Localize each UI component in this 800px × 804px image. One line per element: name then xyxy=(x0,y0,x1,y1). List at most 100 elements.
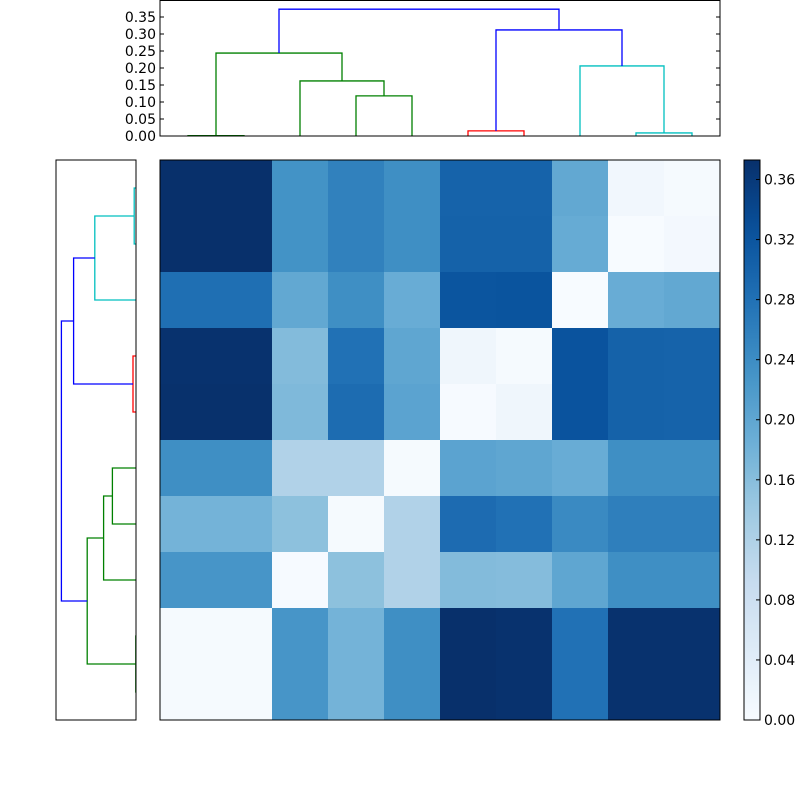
heatmap-cell xyxy=(160,440,217,497)
dendrogram-link xyxy=(95,216,136,300)
colorbar-tick-label: 0.16 xyxy=(764,473,795,489)
heatmap-cell xyxy=(216,496,273,553)
heatmap-cell xyxy=(384,608,441,665)
heatmap-cell xyxy=(272,664,329,721)
heatmap-cell xyxy=(328,496,385,553)
colorbar-tick-label: 0.28 xyxy=(764,293,795,309)
dendrogram-link xyxy=(300,81,384,136)
dendrogram-link xyxy=(87,538,136,664)
heatmap-cell xyxy=(552,328,609,385)
heatmap-cell xyxy=(384,328,441,385)
heatmap-cell xyxy=(160,328,217,385)
dendrogram-link xyxy=(279,9,559,53)
heatmap-cell xyxy=(496,160,553,217)
heatmap-cell xyxy=(552,384,609,441)
colorbar-tick-label: 0.04 xyxy=(764,653,795,669)
heatmap-cell xyxy=(664,608,721,665)
heatmap-cell xyxy=(496,272,553,329)
heatmap-cell xyxy=(160,216,217,273)
y-tick-label: 0.20 xyxy=(125,61,156,77)
colorbar-gradient xyxy=(744,160,760,720)
heatmap-cell xyxy=(216,552,273,609)
heatmap-cell xyxy=(552,608,609,665)
heatmap-cell xyxy=(440,608,497,665)
y-tick-label: 0.00 xyxy=(125,129,156,145)
heatmap-cell xyxy=(272,496,329,553)
heatmap-cell xyxy=(328,608,385,665)
heatmap-cell xyxy=(160,496,217,553)
heatmap-cell xyxy=(496,328,553,385)
heatmap-cell xyxy=(384,272,441,329)
heatmap-cell xyxy=(384,496,441,553)
heatmap-cell xyxy=(496,664,553,721)
heatmap-cell xyxy=(216,384,273,441)
heatmap-cell xyxy=(664,440,721,497)
heatmap-cell xyxy=(552,664,609,721)
heatmap-cell xyxy=(664,272,721,329)
heatmap-cell xyxy=(160,160,217,217)
heatmap-cell xyxy=(216,440,273,497)
heatmap-cell xyxy=(440,440,497,497)
y-tick-label: 0.05 xyxy=(125,112,156,128)
heatmap-cell xyxy=(496,216,553,273)
colorbar-tick-label: 0.08 xyxy=(764,593,795,609)
heatmap-cell xyxy=(608,440,665,497)
heatmap-cell xyxy=(664,328,721,385)
heatmap-cell xyxy=(384,440,441,497)
heatmap-cell xyxy=(440,160,497,217)
heatmap-cell xyxy=(552,160,609,217)
heatmap-cell xyxy=(496,496,553,553)
heatmap-cell xyxy=(272,272,329,329)
left-dendrogram xyxy=(56,160,136,720)
heatmap-cell xyxy=(216,216,273,273)
heatmap-cell xyxy=(216,272,273,329)
colorbar-tick-label: 0.24 xyxy=(764,353,795,369)
heatmap-cell xyxy=(440,216,497,273)
heatmap-cell xyxy=(608,552,665,609)
heatmap-cell xyxy=(552,496,609,553)
heatmap-cell xyxy=(160,664,217,721)
dendrogram-link xyxy=(74,258,133,384)
colorbar-tick-label: 0.12 xyxy=(764,533,795,549)
heatmap-cell xyxy=(160,608,217,665)
heatmap-cell xyxy=(608,384,665,441)
heatmap-cell xyxy=(328,664,385,721)
heatmap-cell xyxy=(664,384,721,441)
y-tick-label: 0.10 xyxy=(125,95,156,111)
left-dendrogram-frame xyxy=(56,160,136,720)
heatmap-cell xyxy=(328,160,385,217)
dendrogram-link xyxy=(216,53,342,136)
heatmap-cell xyxy=(272,384,329,441)
heatmap-cell xyxy=(216,328,273,385)
heatmap-cell xyxy=(496,552,553,609)
heatmap-cell xyxy=(608,608,665,665)
colorbar-tick-label: 0.20 xyxy=(764,413,795,429)
heatmap-cell xyxy=(440,552,497,609)
heatmap-cell xyxy=(608,160,665,217)
heatmap-cell xyxy=(160,272,217,329)
colorbar: 0.000.040.080.120.160.200.240.280.320.36 xyxy=(744,160,795,729)
heatmap-cell xyxy=(272,160,329,217)
heatmap-cell xyxy=(216,608,273,665)
dendrogram-link xyxy=(496,30,622,131)
heatmap-cell xyxy=(216,160,273,217)
heatmap-cell xyxy=(440,664,497,721)
heatmap-cell xyxy=(440,384,497,441)
heatmap xyxy=(160,160,721,721)
dendrogram-link xyxy=(104,496,136,580)
y-tick-label: 0.15 xyxy=(125,78,156,94)
y-tick-label: 0.35 xyxy=(125,10,156,26)
heatmap-cell xyxy=(552,440,609,497)
dendrogram-link xyxy=(112,468,136,524)
heatmap-cell xyxy=(328,216,385,273)
heatmap-cell xyxy=(664,664,721,721)
heatmap-cell xyxy=(384,384,441,441)
top-dendrogram-frame xyxy=(160,1,720,137)
heatmap-cell xyxy=(664,216,721,273)
heatmap-cell xyxy=(664,496,721,553)
heatmap-cell xyxy=(384,552,441,609)
heatmap-cell xyxy=(496,608,553,665)
heatmap-cell xyxy=(552,552,609,609)
dendrogram-link xyxy=(580,66,664,136)
